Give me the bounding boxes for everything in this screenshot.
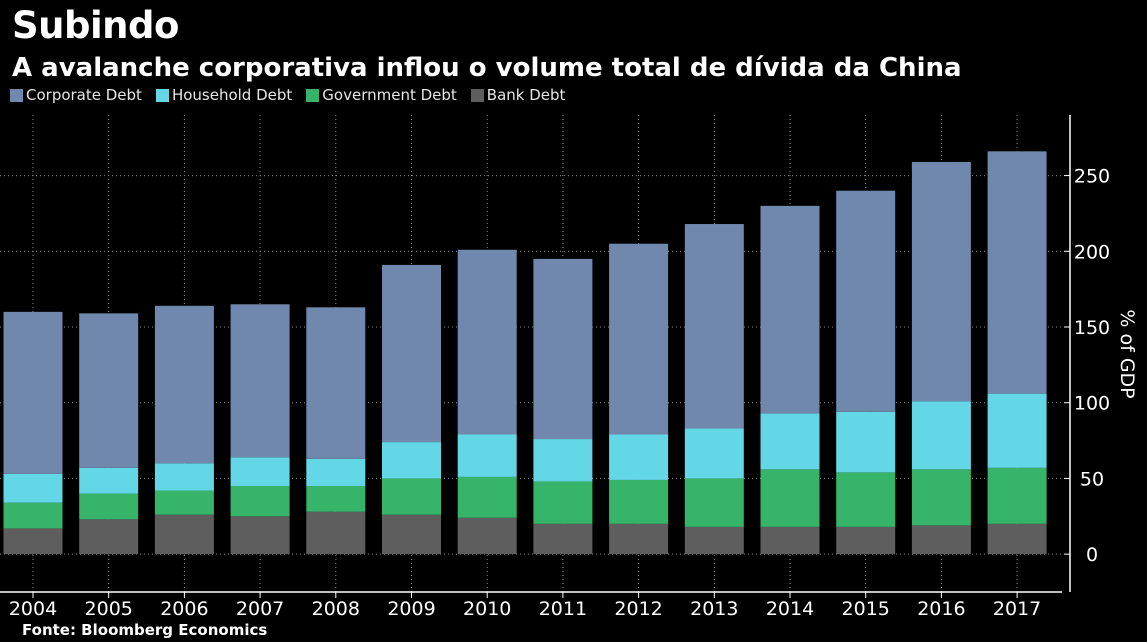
bar-corporate-2005 bbox=[79, 313, 139, 468]
bar-corporate-2017 bbox=[987, 151, 1047, 394]
bar-household-2008 bbox=[306, 458, 366, 486]
bar-household-2016 bbox=[911, 401, 971, 470]
x-tick-label: 2008 bbox=[312, 598, 360, 620]
bar-corporate-2010 bbox=[457, 249, 517, 435]
bar-household-2017 bbox=[987, 393, 1047, 468]
y-tick-label: 150 bbox=[1074, 317, 1110, 339]
bar-government-2005 bbox=[79, 493, 139, 520]
x-tick-label: 2013 bbox=[690, 598, 738, 620]
x-tick-label: 2011 bbox=[539, 598, 587, 620]
bar-bank-2005 bbox=[79, 519, 139, 555]
bar-government-2008 bbox=[306, 486, 366, 512]
source-note: Fonte: Bloomberg Economics bbox=[22, 621, 268, 639]
bar-household-2012 bbox=[609, 434, 669, 480]
x-tick-label: 2016 bbox=[917, 598, 965, 620]
y-tick-label: 200 bbox=[1074, 241, 1110, 263]
legend-swatch-government bbox=[306, 88, 320, 102]
x-tick-label: 2007 bbox=[236, 598, 284, 620]
bar-corporate-2008 bbox=[306, 307, 366, 459]
chart-title: Subindo bbox=[12, 4, 179, 47]
bar-bank-2011 bbox=[533, 523, 593, 555]
bar-bank-2014 bbox=[760, 526, 820, 555]
bar-government-2009 bbox=[382, 478, 441, 515]
bar-corporate-2007 bbox=[230, 304, 290, 458]
bar-bank-2010 bbox=[457, 517, 517, 555]
legend-item-bank: Bank Debt bbox=[470, 86, 566, 104]
x-tick-label: 2010 bbox=[463, 598, 511, 620]
y-tick-label: 250 bbox=[1074, 166, 1110, 188]
bar-household-2011 bbox=[533, 439, 593, 482]
bar-household-2010 bbox=[457, 434, 517, 477]
bar-household-2005 bbox=[79, 467, 139, 494]
bar-bank-2012 bbox=[609, 523, 669, 555]
y-tick-label: 100 bbox=[1074, 393, 1110, 415]
legend-swatch-corporate bbox=[10, 88, 23, 102]
bar-household-2013 bbox=[684, 428, 744, 479]
bar-corporate-2015 bbox=[836, 190, 896, 412]
bar-corporate-2004 bbox=[3, 311, 63, 474]
legend-label-corporate: Corporate Debt bbox=[26, 86, 142, 104]
x-tick-label: 2004 bbox=[9, 598, 57, 620]
bar-government-2014 bbox=[760, 469, 820, 527]
bar-corporate-2006 bbox=[154, 305, 214, 464]
chart-subtitle: A avalanche corporativa inflou o volume … bbox=[12, 53, 962, 83]
y-axis-label: % of GDP bbox=[1116, 309, 1138, 398]
bar-household-2007 bbox=[230, 457, 290, 486]
bar-corporate-2011 bbox=[533, 258, 593, 440]
x-tick-label: 2005 bbox=[85, 598, 133, 620]
bar-household-2014 bbox=[760, 413, 820, 470]
legend-item-corporate: Corporate Debt bbox=[10, 86, 142, 104]
bar-bank-2015 bbox=[836, 526, 896, 555]
legend-label-household: Household Debt bbox=[171, 86, 293, 104]
bar-government-2013 bbox=[684, 478, 744, 527]
bar-government-2006 bbox=[154, 490, 214, 515]
bar-bank-2016 bbox=[911, 525, 971, 555]
bar-government-2004 bbox=[3, 502, 63, 529]
bar-government-2012 bbox=[609, 479, 669, 524]
x-tick-label: 2009 bbox=[387, 598, 435, 620]
legend-swatch-household bbox=[155, 88, 169, 102]
bar-government-2007 bbox=[230, 486, 290, 517]
bar-bank-2009 bbox=[382, 514, 441, 555]
legend-item-government: Government Debt bbox=[306, 86, 457, 104]
y-tick-label: 50 bbox=[1080, 468, 1104, 490]
x-tick-label: 2015 bbox=[842, 598, 890, 620]
bar-government-2010 bbox=[457, 476, 517, 518]
legend-label-bank: Bank Debt bbox=[486, 86, 566, 104]
bar-bank-2004 bbox=[3, 528, 63, 555]
bar-government-2011 bbox=[533, 481, 593, 524]
x-tick-label: 2006 bbox=[160, 598, 208, 620]
y-tick-label: 0 bbox=[1086, 544, 1098, 566]
legend-item-household: Household Debt bbox=[155, 86, 293, 104]
legend-swatch-bank bbox=[470, 88, 484, 102]
bar-corporate-2012 bbox=[609, 243, 669, 435]
bar-government-2017 bbox=[987, 467, 1047, 524]
bar-corporate-2014 bbox=[760, 205, 820, 414]
bar-bank-2006 bbox=[154, 514, 214, 555]
bar-bank-2017 bbox=[987, 523, 1047, 555]
bar-government-2015 bbox=[836, 472, 896, 527]
bar-household-2004 bbox=[3, 473, 63, 503]
bar-household-2006 bbox=[154, 463, 214, 491]
x-tick-label: 2012 bbox=[614, 598, 662, 620]
x-tick-label: 2017 bbox=[993, 598, 1041, 620]
legend: Corporate Debt Household Debt Government… bbox=[10, 86, 565, 104]
bar-bank-2008 bbox=[306, 511, 366, 555]
bar-household-2009 bbox=[382, 442, 441, 479]
bar-corporate-2009 bbox=[382, 264, 441, 443]
bar-household-2015 bbox=[836, 411, 896, 473]
bar-bank-2013 bbox=[684, 526, 744, 555]
legend-label-government: Government Debt bbox=[322, 86, 457, 104]
x-tick-label: 2014 bbox=[766, 598, 814, 620]
bar-government-2016 bbox=[911, 469, 971, 526]
bar-bank-2007 bbox=[230, 516, 290, 555]
bar-corporate-2013 bbox=[684, 224, 744, 429]
bar-corporate-2016 bbox=[911, 161, 971, 402]
